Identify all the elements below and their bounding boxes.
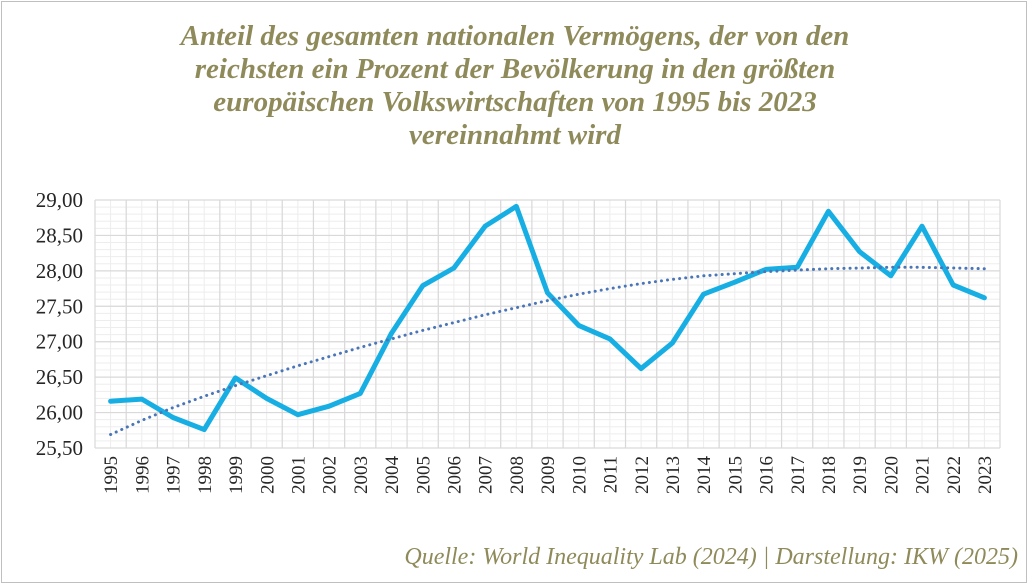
x-tick-label: 2009 <box>538 456 559 494</box>
chart-title-line-4: vereinnahmt wird <box>409 119 621 151</box>
x-tick-label: 2006 <box>445 456 466 494</box>
x-tick-label: 2002 <box>320 456 341 494</box>
chart-title-line-1: Anteil des gesamten nationalen Vermögens… <box>180 20 850 52</box>
x-tick-label: 2022 <box>944 456 965 494</box>
y-tick-label: 29,00 <box>36 188 83 212</box>
x-tick-label: 2021 <box>913 456 934 494</box>
x-tick-label: 2005 <box>413 456 434 494</box>
x-tick-label: 2001 <box>288 456 309 494</box>
x-tick-label: 2023 <box>975 456 996 494</box>
x-tick-label: 2000 <box>257 456 278 494</box>
x-tick-label: 1995 <box>101 456 122 494</box>
y-tick-label: 28,50 <box>36 223 83 247</box>
y-tick-label: 27,50 <box>36 294 83 318</box>
y-tick-label: 25,50 <box>36 436 83 460</box>
x-tick-label: 2017 <box>788 456 809 494</box>
x-tick-label: 2019 <box>850 456 871 494</box>
x-tick-label: 1998 <box>195 456 216 494</box>
x-tick-label: 2012 <box>632 456 653 494</box>
series-line <box>108 203 987 433</box>
x-tick-label: 2013 <box>663 456 684 494</box>
x-tick-label: 2014 <box>694 456 715 495</box>
x-tick-label: 2003 <box>351 456 372 494</box>
x-tick-label: 2008 <box>507 456 528 494</box>
trendline <box>109 265 986 436</box>
x-tick-label: 2018 <box>819 456 840 494</box>
chart-title-line-3: europäischen Volkswirtschaften von 1995 … <box>213 86 817 118</box>
x-tick-label: 1996 <box>132 456 153 494</box>
chart-title: Anteil des gesamten nationalen Vermögens… <box>60 20 970 152</box>
y-tick-label: 26,50 <box>36 365 83 389</box>
x-tick-label: 1997 <box>164 456 185 494</box>
x-tick-label: 2007 <box>476 456 497 494</box>
x-tick-label: 2016 <box>757 456 778 494</box>
x-tick-label: 1999 <box>226 456 247 494</box>
y-tick-label: 26,00 <box>36 401 83 425</box>
chart-title-line-2: reichsten ein Prozent der Bevölkerung in… <box>194 53 836 85</box>
x-tick-label: 2011 <box>601 456 622 493</box>
source-note: Quelle: World Inequality Lab (2024) | Da… <box>404 544 1018 570</box>
y-tick-label: 27,00 <box>36 330 83 354</box>
x-tick-label: 2004 <box>382 456 403 495</box>
x-tick-label: 2020 <box>881 456 902 494</box>
y-tick-label: 28,00 <box>36 259 83 283</box>
x-tick-label: 2015 <box>725 456 746 494</box>
x-tick-label: 2010 <box>569 456 590 494</box>
